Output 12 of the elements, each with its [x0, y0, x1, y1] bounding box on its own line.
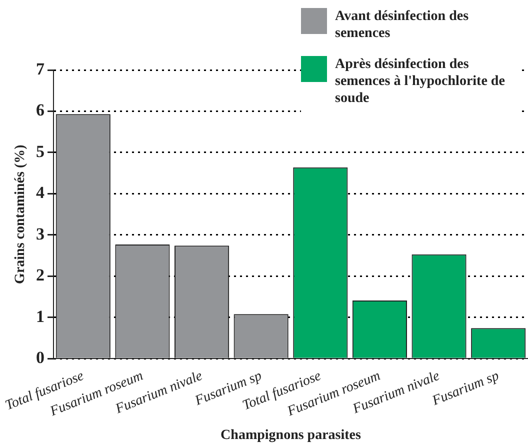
x-axis-title: Champignons parasites [220, 428, 362, 444]
legend-label: Avant désinfection des semences [335, 8, 470, 42]
y-tick-label: 1 [36, 306, 44, 326]
y-tick-label: 3 [36, 224, 44, 244]
y-tick-label: 5 [36, 142, 44, 161]
y-tick-label: 7 [36, 59, 45, 78]
legend-label: Après désinfection des semences à l'hypochlorite de soude [335, 56, 506, 107]
y-tick-label: 0 [36, 348, 44, 368]
y-tick-label: 2 [36, 266, 44, 285]
y-tick-label: 4 [36, 183, 45, 202]
y-axis-title: Grains contaminés (%) [13, 144, 28, 284]
y-tick-label: 6 [36, 100, 44, 120]
